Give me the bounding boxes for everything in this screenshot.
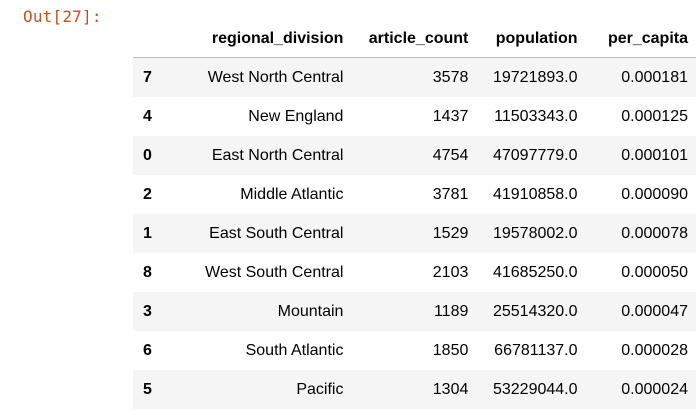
cell-article-count: 1189 xyxy=(433,302,469,320)
table-row: 2 Middle Atlantic 3781 41910858.0 0.0000… xyxy=(133,175,696,214)
cell-per-capita: 0.000047 xyxy=(621,302,688,320)
cell-article-count: 1850 xyxy=(432,341,469,359)
cell-population: 11503343.0 xyxy=(494,107,578,125)
row-index: 1 xyxy=(143,224,152,242)
cell-regional-division: Pacific xyxy=(296,380,344,398)
cell-article-count: 2103 xyxy=(432,263,469,281)
table-row: 1 East South Central 1529 19578002.0 0.0… xyxy=(133,214,696,253)
cell-regional-division: West South Central xyxy=(205,263,344,281)
row-index: 2 xyxy=(143,185,152,203)
cell-population: 19721893.0 xyxy=(492,68,578,86)
cell-per-capita: 0.000078 xyxy=(621,224,688,242)
table-row: 6 South Atlantic 1850 66781137.0 0.00002… xyxy=(133,331,696,370)
row-index: 8 xyxy=(143,263,152,281)
output-prompt: Out[27]: xyxy=(23,7,102,26)
dataframe-table: regional_division article_count populati… xyxy=(133,20,696,409)
cell-regional-division: Mountain xyxy=(277,302,344,320)
table-row: 7 West North Central 3578 19721893.0 0.0… xyxy=(133,57,696,97)
cell-regional-division: East South Central xyxy=(209,224,344,242)
cell-per-capita: 0.000050 xyxy=(621,263,688,281)
cell-population: 25514320.0 xyxy=(492,302,578,320)
row-index: 7 xyxy=(143,68,152,86)
row-index: 5 xyxy=(143,380,152,398)
row-index: 4 xyxy=(143,107,152,125)
cell-per-capita: 0.000024 xyxy=(621,380,688,398)
cell-regional-division: Middle Atlantic xyxy=(240,185,344,203)
cell-per-capita: 0.000090 xyxy=(621,185,688,203)
cell-article-count: 1529 xyxy=(432,224,469,242)
cell-per-capita: 0.000125 xyxy=(621,107,688,125)
column-header-regional-division: regional_division xyxy=(168,20,352,58)
cell-article-count: 4754 xyxy=(432,146,469,164)
index-header xyxy=(133,20,169,58)
row-index: 0 xyxy=(143,146,152,164)
table-row: 8 West South Central 2103 41685250.0 0.0… xyxy=(133,253,696,292)
column-header-article-count: article_count xyxy=(351,20,477,58)
cell-per-capita: 0.000028 xyxy=(621,341,688,359)
cell-article-count: 1437 xyxy=(432,107,469,125)
cell-article-count: 1304 xyxy=(432,380,469,398)
cell-population: 19578002.0 xyxy=(492,224,578,242)
cell-regional-division: East North Central xyxy=(211,146,344,164)
cell-article-count: 3578 xyxy=(432,68,469,86)
cell-regional-division: South Atlantic xyxy=(245,341,344,359)
row-index: 6 xyxy=(143,341,152,359)
cell-regional-division: New England xyxy=(248,107,344,125)
table-row: 5 Pacific 1304 53229044.0 0.000024 xyxy=(133,370,696,409)
cell-population: 53229044.0 xyxy=(492,380,578,398)
table-row: 4 New England 1437 11503343.0 0.000125 xyxy=(133,97,696,136)
table-header-row: regional_division article_count populati… xyxy=(133,20,696,58)
cell-per-capita: 0.000101 xyxy=(621,146,688,164)
column-header-population: population xyxy=(476,20,586,58)
column-header-per-capita: per_capita xyxy=(585,20,696,58)
table-row: 3 Mountain 1189 25514320.0 0.000047 xyxy=(133,292,696,331)
cell-regional-division: West North Central xyxy=(207,68,344,86)
cell-population: 66781137.0 xyxy=(494,341,578,359)
cell-article-count: 3781 xyxy=(432,185,469,203)
cell-population: 47097779.0 xyxy=(492,146,578,164)
cell-population: 41910858.0 xyxy=(492,185,578,203)
row-index: 3 xyxy=(143,302,152,320)
cell-per-capita: 0.000181 xyxy=(621,68,688,86)
cell-population: 41685250.0 xyxy=(492,263,578,281)
table-row: 0 East North Central 4754 47097779.0 0.0… xyxy=(133,136,696,175)
